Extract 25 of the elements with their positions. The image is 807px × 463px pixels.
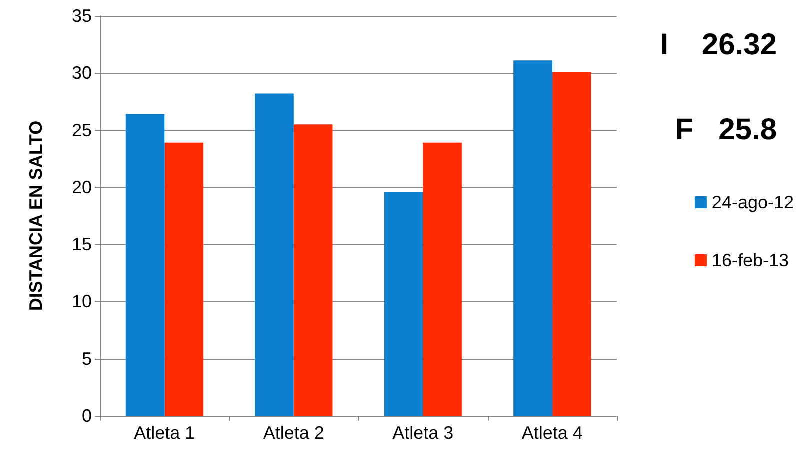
y-tick-label: 35	[72, 6, 92, 26]
bar	[514, 60, 552, 416]
y-tick-label: 30	[72, 63, 92, 84]
x-tick-label: Atleta 2	[263, 423, 324, 443]
x-tick-label: Atleta 3	[392, 423, 454, 443]
y-tick-label: 25	[72, 120, 92, 140]
x-tick-label: Atleta 4	[522, 423, 583, 443]
y-tick-label: 0	[82, 406, 92, 426]
bar	[384, 192, 424, 416]
bar	[294, 124, 333, 416]
bar	[423, 142, 462, 416]
y-tick-label: 5	[82, 348, 92, 369]
legend-label: 16-feb-13	[712, 250, 789, 270]
y-axis-title: DISTANCIA EN SALTO	[26, 120, 46, 312]
legend-label: 24-ago-12	[712, 192, 794, 212]
text: F 25.8	[675, 114, 777, 146]
y-tick-label: 20	[72, 177, 92, 198]
bar	[126, 114, 165, 416]
bar	[255, 94, 294, 416]
bar	[552, 72, 592, 416]
y-tick-label: 10	[72, 292, 92, 312]
bar	[164, 142, 204, 416]
y-tick-label: 15	[72, 234, 92, 255]
text: I 26.32	[660, 28, 777, 62]
x-tick-label: Atleta 1	[134, 423, 196, 443]
